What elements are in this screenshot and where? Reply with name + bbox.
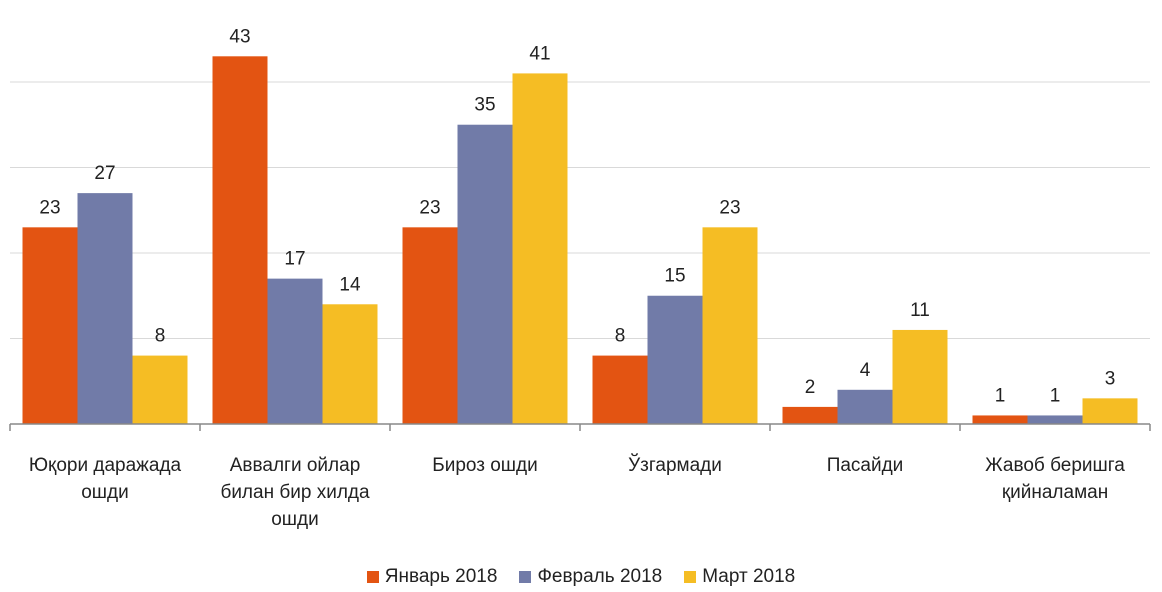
- x-tick-label: Пасайди: [826, 455, 904, 476]
- bar: [77, 193, 133, 424]
- bar: [837, 389, 893, 424]
- data-label: 1: [1050, 385, 1061, 406]
- x-tick-label: Аввалги ойлар билан бир хилда ошди: [220, 455, 370, 530]
- legend-swatch: [684, 571, 697, 583]
- data-label: 23: [719, 197, 740, 218]
- x-tick-label: Жавоб беришга қийналаман: [985, 455, 1125, 503]
- data-label: 14: [339, 274, 361, 295]
- bar: [457, 124, 513, 424]
- bar: [892, 329, 948, 424]
- data-label: 15: [664, 266, 685, 287]
- legend-item: Февраль 2018: [519, 566, 662, 588]
- legend-label: Февраль 2018: [537, 566, 663, 587]
- x-tick-label: Юқори даражада ошди: [28, 455, 182, 503]
- legend-label: Март 2018: [702, 566, 796, 587]
- legend: Январь 2018 Февраль 2018 Март 2018: [0, 566, 1162, 588]
- bar: [402, 227, 458, 424]
- data-label: 27: [94, 163, 115, 184]
- legend-swatch: [519, 571, 532, 583]
- data-label: 23: [419, 197, 440, 218]
- bar: [132, 355, 188, 424]
- x-tick-label: Бироз ошди: [432, 455, 538, 476]
- bar: [212, 56, 268, 424]
- bar: [1082, 398, 1138, 424]
- data-label: 23: [39, 197, 60, 218]
- bar: [22, 227, 78, 424]
- data-label: 43: [229, 26, 250, 47]
- data-label: 41: [529, 43, 550, 64]
- data-label: 4: [860, 360, 871, 381]
- bar: [592, 355, 648, 424]
- data-label: 11: [910, 300, 930, 321]
- bar: [267, 278, 323, 424]
- bar: [972, 415, 1028, 424]
- bar: [322, 304, 378, 424]
- legend-item: Март 2018: [684, 566, 795, 588]
- legend-item: Январь 2018: [366, 566, 498, 588]
- data-label: 8: [615, 326, 626, 347]
- data-label: 3: [1105, 368, 1116, 389]
- data-label: 1: [995, 385, 1006, 406]
- data-label: 17: [284, 249, 305, 270]
- legend-label: Январь 2018: [384, 566, 498, 587]
- data-label: 35: [474, 95, 495, 116]
- bar: [702, 227, 758, 424]
- bar: [1027, 415, 1083, 424]
- bar: [647, 295, 703, 424]
- bar: [512, 73, 568, 424]
- data-label: 2: [805, 377, 816, 398]
- legend-swatch: [366, 571, 379, 583]
- x-tick-label: Ўзгармади: [628, 455, 722, 476]
- data-label: 8: [155, 326, 166, 347]
- bar: [782, 406, 838, 424]
